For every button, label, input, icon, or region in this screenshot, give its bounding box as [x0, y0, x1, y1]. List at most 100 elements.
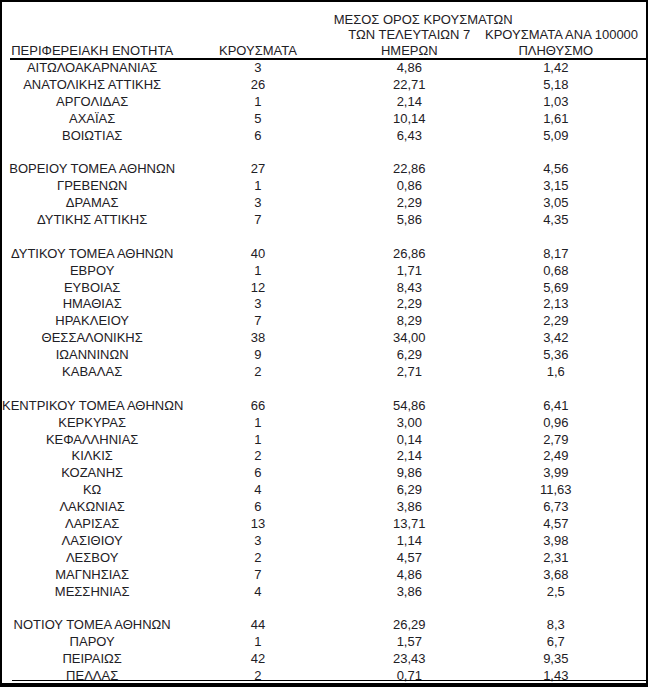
table-row: ΓΡΕΒΕΝΩΝ10,863,15: [2, 178, 646, 195]
per100k-cell: 6,7: [485, 634, 627, 651]
avg7-cell: 3,00: [334, 415, 485, 432]
per100k-cell: 4,56: [485, 161, 627, 178]
per100k-cell: 1,03: [485, 94, 627, 111]
column-header-cases-label: ΚΡΟΥΣΜΑΤΑ: [182, 43, 333, 59]
region-cell: ΑΙΤΩΛΟΑΚΑΡΝΑΝΙΑΣ: [2, 60, 182, 77]
avg7-cell: 1,71: [334, 263, 485, 280]
cases-cell: 2: [182, 364, 333, 381]
column-header-per-100000: ΚΡΟΥΣΜΑΤΑ ΑΝΑ 100000 ΠΛΗΘΥΣΜΟ: [485, 27, 627, 58]
avg7-cell: 9,86: [334, 465, 485, 482]
cases-cell: 3: [182, 60, 333, 77]
per100k-cell: 5,36: [485, 347, 627, 364]
table-row: ΠΕΙΡΑΙΩΣ4223,439,35: [2, 651, 646, 668]
table-row: ΛΑΣΙΘΙΟΥ31,143,98: [2, 533, 646, 550]
avg7-cell: 1,14: [334, 533, 485, 550]
group-separator-row: [2, 381, 646, 398]
cases-cell: 6: [182, 499, 333, 516]
table-row: ΚΕΦΑΛΛΗΝΙΑΣ10,142,79: [2, 432, 646, 449]
column-header-region: ΠΕΡΙΦΕΡΕΙΑΚΗ ΕΝΟΤΗΤΑ: [2, 43, 182, 59]
per100k-cell: 5,18: [485, 77, 627, 94]
table-row: ΛΑΡΙΣΑΣ1313,714,57: [2, 516, 646, 533]
per100k-cell: 1,6: [485, 364, 627, 381]
table-row: ΘΕΣΣΑΛΟΝΙΚΗΣ3834,003,42: [2, 330, 646, 347]
per100k-cell: 8,17: [485, 246, 627, 263]
region-cell: ΚΙΛΚΙΣ: [2, 448, 182, 465]
region-cell: ΚΕΡΚΥΡΑΣ: [2, 415, 182, 432]
avg7-cell: 3,86: [334, 499, 485, 516]
avg7-cell: 3,86: [334, 584, 485, 601]
avg7-cell: 4,86: [334, 567, 485, 584]
cases-cell: 38: [182, 330, 333, 347]
avg7-cell: 1,57: [334, 634, 485, 651]
avg7-cell: 0,86: [334, 178, 485, 195]
per100k-cell: 2,49: [485, 448, 627, 465]
cases-cell: 4: [182, 482, 333, 499]
cases-cell: 3: [182, 296, 333, 313]
region-cell: ΑΧΑΪΑΣ: [2, 111, 182, 128]
avg7-cell: 54,86: [334, 398, 485, 415]
bottom-rule-thick: [0, 683, 648, 687]
column-header-7day-average: ΜΕΣΟΣ ΟΡΟΣ ΚΡΟΥΣΜΑΤΩΝ ΤΩΝ ΤΕΛΕΥΤΑΙΩΝ 7 Η…: [334, 12, 485, 59]
cases-cell: 26: [182, 77, 333, 94]
region-cell: ΗΡΑΚΛΕΙΟΥ: [2, 313, 182, 330]
region-cell: ΚΩ: [2, 482, 182, 499]
table-row: ΜΑΓΝΗΣΙΑΣ74,863,68: [2, 567, 646, 584]
table-body: ΑΙΤΩΛΟΑΚΑΡΝΑΝΙΑΣ34,861,42ΑΝΑΤΟΛΙΚΗΣ ΑΤΤΙ…: [2, 60, 646, 685]
region-cell: ΘΕΣΣΑΛΟΝΙΚΗΣ: [2, 330, 182, 347]
table-row: ΔΥΤΙΚΗΣ ΑΤΤΙΚΗΣ75,864,35: [2, 212, 646, 229]
region-cell: ΙΩΑΝΝΙΝΩΝ: [2, 347, 182, 364]
avg7-cell: 10,14: [334, 111, 485, 128]
per100k-cell: 2,29: [485, 313, 627, 330]
table-row: ΝΟΤΙΟΥ ΤΟΜΕΑ ΑΘΗΝΩΝ4426,298,3: [2, 617, 646, 634]
cases-cell: 6: [182, 128, 333, 145]
group-separator-row: [2, 229, 646, 246]
cases-cell: 4: [182, 584, 333, 601]
per100k-cell: 2,79: [485, 432, 627, 449]
avg7-cell: 6,29: [334, 347, 485, 364]
table-header: ΠΕΡΙΦΕΡΕΙΑΚΗ ΕΝΟΤΗΤΑ ΚΡΟΥΣΜΑΤΑ ΜΕΣΟΣ ΟΡΟ…: [2, 2, 646, 58]
cases-cell: 1: [182, 634, 333, 651]
column-header-7day-average-line3: ΗΜΕΡΩΝ: [334, 43, 485, 59]
cases-cell: 13: [182, 516, 333, 533]
per100k-cell: 2,13: [485, 296, 627, 313]
region-cell: ΕΒΡΟΥ: [2, 263, 182, 280]
group-separator-row: [2, 601, 646, 618]
per100k-cell: 8,3: [485, 617, 627, 634]
table-row: ΜΕΣΣΗΝΙΑΣ43,862,5: [2, 584, 646, 601]
region-cell: ΔΥΤΙΚΗΣ ΑΤΤΙΚΗΣ: [2, 212, 182, 229]
table-row: ΛΑΚΩΝΙΑΣ63,866,73: [2, 499, 646, 516]
cases-cell: 42: [182, 651, 333, 668]
table-row: ΗΡΑΚΛΕΙΟΥ78,292,29: [2, 313, 646, 330]
region-cell: ΑΝΑΤΟΛΙΚΗΣ ΑΤΤΙΚΗΣ: [2, 77, 182, 94]
avg7-cell: 0,14: [334, 432, 485, 449]
table-row: ΒΟΡΕΙΟΥ ΤΟΜΕΑ ΑΘΗΝΩΝ2722,864,56: [2, 161, 646, 178]
per100k-cell: 1,61: [485, 111, 627, 128]
bottom-rule-thin: [12, 680, 646, 682]
cases-cell: 9: [182, 347, 333, 364]
avg7-cell: 2,29: [334, 296, 485, 313]
per100k-cell: 3,68: [485, 567, 627, 584]
table-row: ΕΒΡΟΥ11,710,68: [2, 263, 646, 280]
region-cell: ΓΡΕΒΕΝΩΝ: [2, 178, 182, 195]
table-row: ΙΩΑΝΝΙΝΩΝ96,295,36: [2, 347, 646, 364]
table-row: ΚΟΖΑΝΗΣ69,863,99: [2, 465, 646, 482]
avg7-cell: 5,86: [334, 212, 485, 229]
per100k-cell: 1,42: [485, 60, 627, 77]
per100k-cell: 3,15: [485, 178, 627, 195]
region-cell: ΔΡΑΜΑΣ: [2, 195, 182, 212]
region-cell: ΛΕΣΒΟΥ: [2, 550, 182, 567]
region-cell: ΛΑΣΙΘΙΟΥ: [2, 533, 182, 550]
table-row: ΚΩ46,2911,63: [2, 482, 646, 499]
per100k-cell: 11,63: [485, 482, 627, 499]
cases-cell: 7: [182, 567, 333, 584]
region-cell: ΑΡΓΟΛΙΔΑΣ: [2, 94, 182, 111]
per100k-cell: 6,41: [485, 398, 627, 415]
region-cell: ΜΕΣΣΗΝΙΑΣ: [2, 584, 182, 601]
table-row: ΑΡΓΟΛΙΔΑΣ12,141,03: [2, 94, 646, 111]
per100k-cell: 5,69: [485, 280, 627, 297]
per100k-cell: 4,57: [485, 516, 627, 533]
per100k-cell: 9,35: [485, 651, 627, 668]
per100k-cell: 3,05: [485, 195, 627, 212]
cases-cell: 12: [182, 280, 333, 297]
avg7-cell: 26,86: [334, 246, 485, 263]
